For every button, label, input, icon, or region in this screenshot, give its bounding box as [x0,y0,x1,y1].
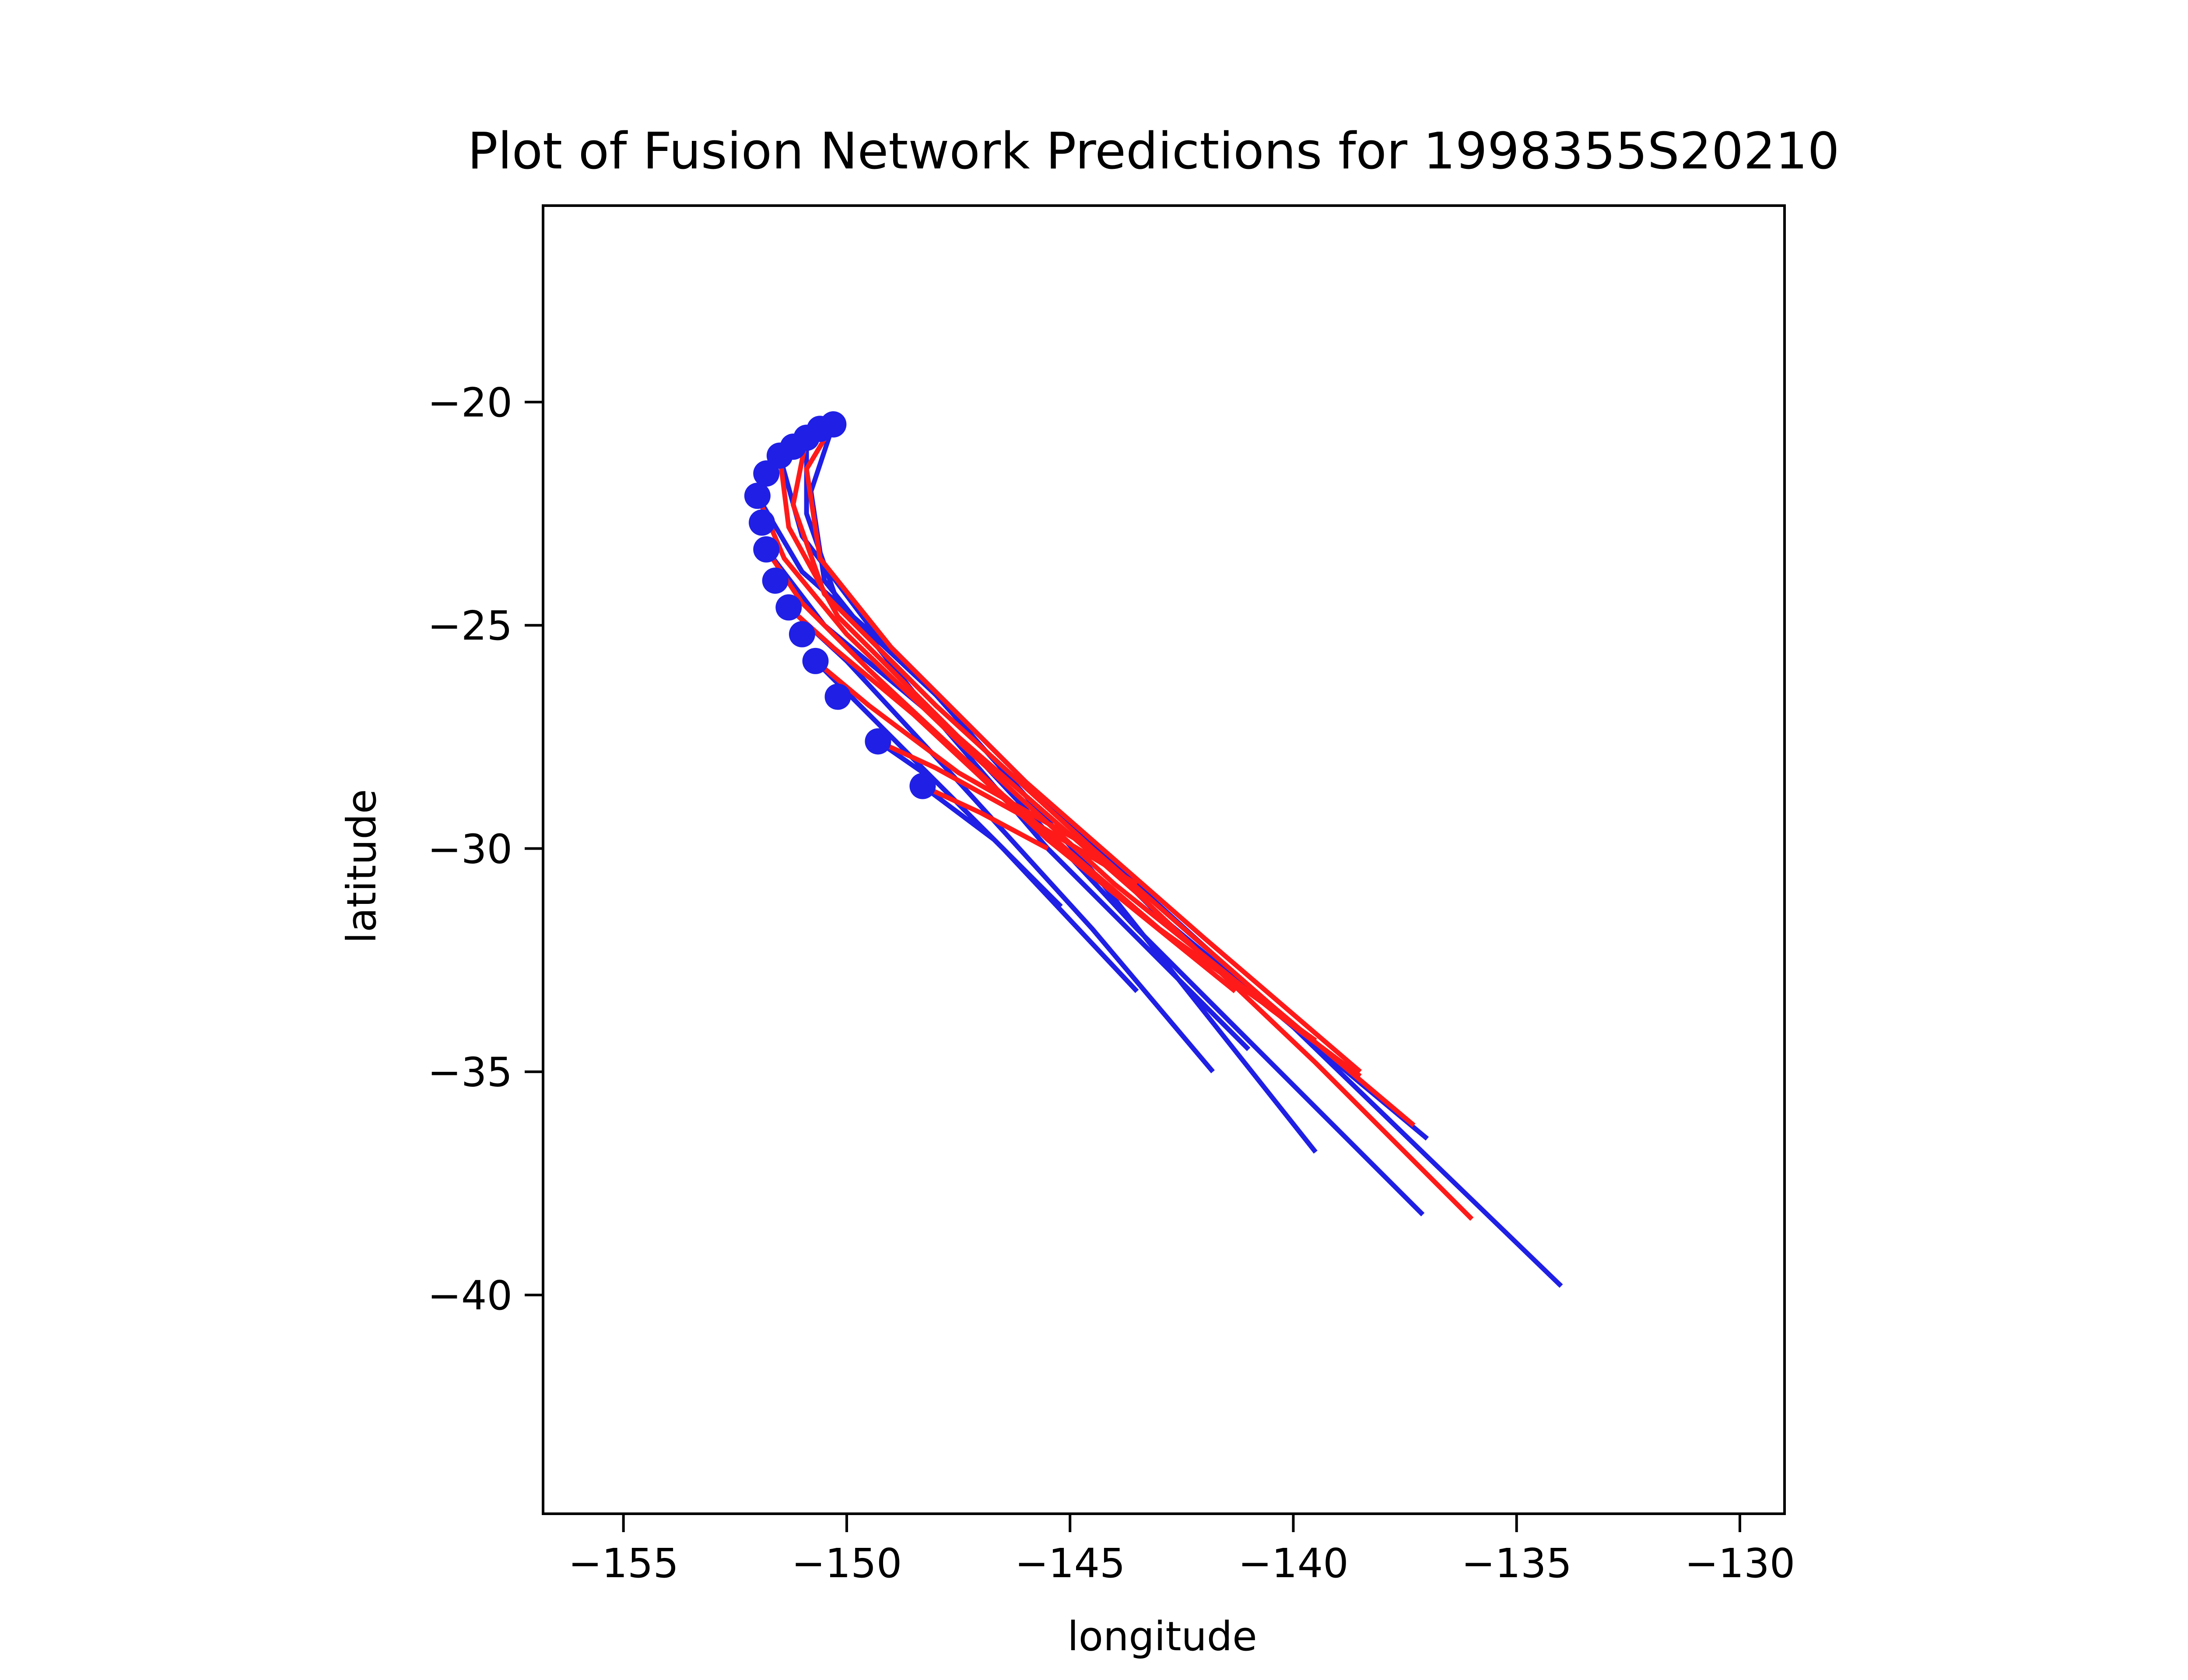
truth-track-line [777,455,1563,1288]
observed-position-point [753,460,780,487]
y-tick-label: −40 [428,1272,512,1319]
prediction-track-line [777,455,1474,1221]
x-axis: −155 −150 −145 −140 −135 −130 [568,1514,1795,1587]
observed-position-point [909,773,936,799]
prediction-track-line [922,784,1049,851]
truth-track-line [804,438,1429,1141]
truth-track-line [921,784,996,842]
y-tick-label: −20 [428,379,512,426]
y-axis: −20 −25 −30 −35 −40 [428,379,543,1319]
prediction-track-line [877,739,1139,886]
observed-position-point [775,594,802,621]
observed-position-point [744,483,771,509]
y-tick-label: −25 [428,602,512,649]
x-tick-label: −140 [1238,1540,1349,1587]
x-tick-label: −150 [792,1540,902,1587]
prediction-track-line [804,423,1362,1074]
x-tick-label: −135 [1461,1540,1572,1587]
y-axis-label: latitude [338,789,385,944]
markers-layer [744,411,936,799]
x-tick-label: −155 [568,1540,679,1587]
observed-position-point [802,648,829,674]
observed-position-point [749,509,775,536]
x-tick-label: −130 [1685,1540,1795,1587]
prediction-track-line [813,659,1094,851]
x-axis-label: longitude [1067,1613,1257,1660]
observed-position-point [762,567,789,594]
observed-position-point [766,442,793,469]
y-tick-label: −35 [428,1049,512,1096]
observed-position-point [824,683,851,710]
prediction-track-line [755,495,1362,1078]
x-tick-label: −145 [1015,1540,1126,1587]
truth-track-line [787,606,1215,1074]
chart-title: Plot of Fusion Network Predictions for 1… [467,122,1839,181]
prediction-track-line [787,606,1237,994]
prediction-track-line [791,437,1416,1127]
truth-track-line [877,739,1063,909]
tracks-layer [755,423,1563,1288]
plot-area-frame [542,204,1786,1515]
observed-position-point [865,728,891,755]
observed-position-point [753,536,780,563]
y-tick-label: −30 [428,826,512,872]
observed-position-point [789,621,815,648]
